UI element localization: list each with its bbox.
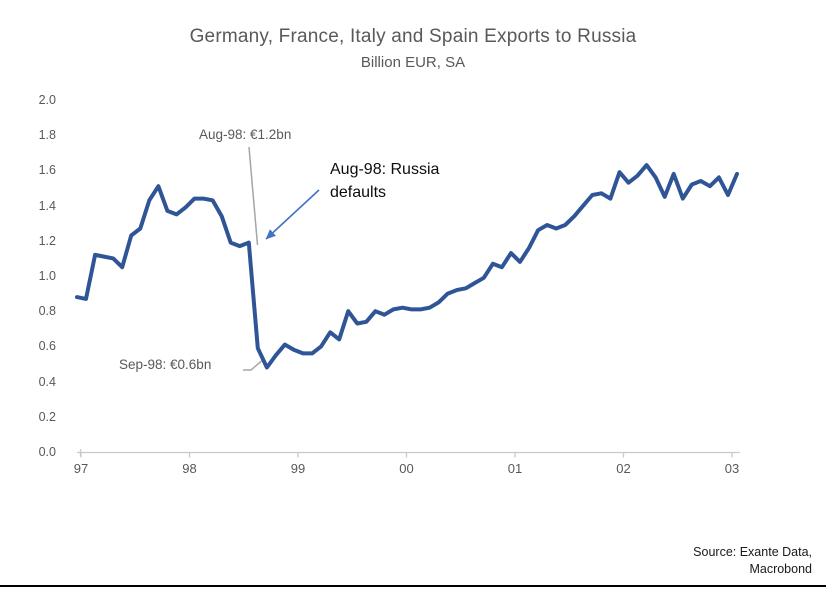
bottom-divider-line [0, 585, 826, 587]
source-attribution: Source: Exante Data, Macrobond [693, 545, 812, 576]
annotation-aug98-value: Aug-98: €1.2bn [199, 127, 292, 142]
y-axis-tick-label: 0.0 [38, 445, 56, 459]
annotation-russia-defaults: Aug-98: Russia defaults [330, 161, 440, 201]
chart-subtitle: Billion EUR, SA [360, 54, 466, 71]
y-axis-tick-label: 1.6 [38, 163, 56, 178]
y-axis-tick-label: 2.0 [38, 93, 56, 107]
x-axis-tick-marks [80, 452, 733, 458]
x-axis-tick-label: 01 [507, 461, 523, 476]
y-axis-tick-label: 1.2 [38, 233, 56, 248]
x-axis-tick-label: 98 [182, 461, 197, 476]
exports-line-series [75, 163, 739, 370]
x-axis-tick-label: 00 [399, 461, 414, 476]
leader-line-sep98 [243, 360, 262, 371]
y-axis-tick-label: 0.6 [38, 339, 56, 354]
annotation-sep98-value: Sep-98: €0.6bn [119, 357, 212, 372]
leader-line-aug98 [248, 146, 259, 246]
y-axis-tick-label: 1.4 [38, 198, 56, 213]
y-axis-tick-label: 1.8 [38, 128, 56, 143]
x-axis-tick-label: 02 [616, 461, 631, 476]
y-axis-tick-label: 0.2 [38, 409, 56, 424]
y-axis-tick-label: 0.4 [38, 374, 56, 389]
y-axis-tick-label: 1.0 [38, 269, 56, 283]
x-axis-tick-label: 03 [724, 461, 740, 476]
x-axis-tick-label: 97 [73, 461, 89, 476]
annotation-arrow [265, 189, 320, 240]
y-axis-tick-label: 0.8 [38, 304, 56, 319]
chart-title: Germany, France, Italy and Spain Exports… [189, 26, 637, 47]
x-axis-tick-label: 99 [290, 461, 306, 476]
